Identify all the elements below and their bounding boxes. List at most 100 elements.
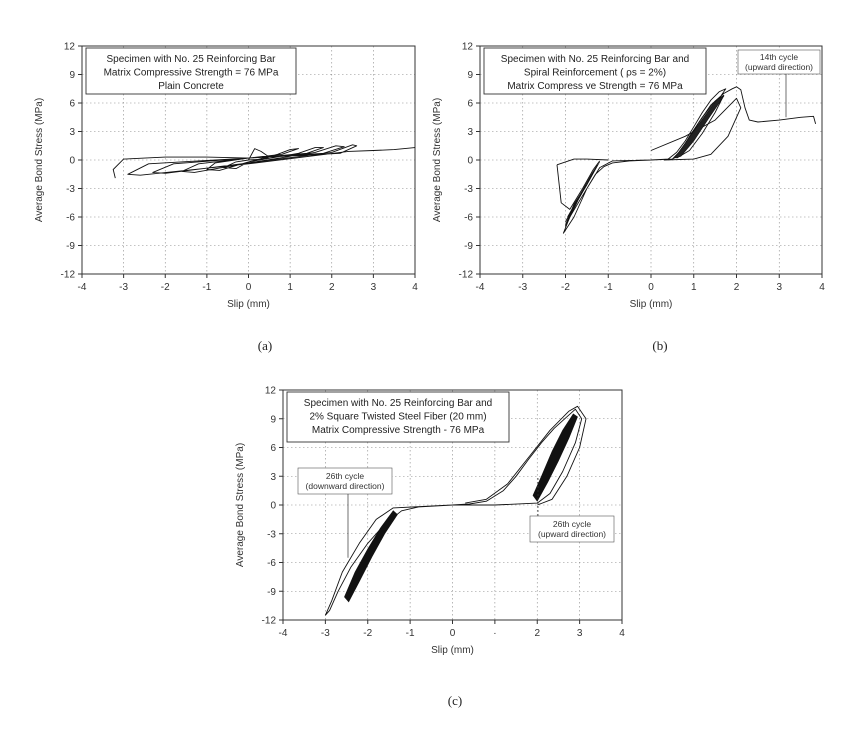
- cycle-band-positive: [532, 413, 578, 502]
- legend-box-line: Spiral Reinforcement ( ρs = 2%): [524, 68, 666, 79]
- legend-box-line: Plain Concrete: [158, 81, 224, 92]
- y-tick-label: -12: [61, 270, 76, 281]
- x-tick-label: -3: [321, 628, 330, 639]
- legend-box-line: Matrix Compress ve Strength = 76 MPa: [507, 81, 683, 92]
- y-tick-label: 3: [69, 127, 75, 138]
- y-tick-label: -12: [459, 270, 474, 281]
- x-tick-label: -4: [279, 628, 288, 639]
- x-tick-label: 3: [776, 282, 782, 293]
- x-tick-label: 2: [734, 282, 740, 293]
- legend-box-line: 2% Square Twisted Steel Fiber (20 mm): [309, 412, 486, 423]
- y-tick-label: 0: [467, 156, 473, 167]
- annotation-box: [297, 467, 393, 495]
- legend-box-line: Specimen with No. 25 Reinforcing Bar and: [304, 398, 492, 409]
- y-tick-label: 9: [69, 70, 75, 81]
- y-axis-label: Average Bond Stress (MPa): [235, 443, 246, 567]
- y-tick-label: 6: [270, 443, 276, 454]
- x-tick-label: 3: [577, 628, 583, 639]
- x-tick-label: -4: [78, 282, 87, 293]
- x-tick-label: -3: [518, 282, 527, 293]
- series-line-1: [562, 86, 817, 234]
- x-tick-label: 2: [534, 628, 540, 639]
- series-line-1: [324, 408, 583, 616]
- annotation-label: 26th cycle: [553, 519, 592, 529]
- series-line-2: [112, 156, 249, 179]
- x-tick-label: 4: [412, 282, 418, 293]
- annotation-label: 26th cycle: [326, 471, 365, 481]
- series-line-2: [465, 405, 587, 506]
- y-tick-label: 9: [467, 70, 473, 81]
- chart-c: -4 -3 -2 -1 0 · 2 3 4 12 9 6 3 0 -3 -6 -9 -12 Slip (mm) Ave…: [235, 386, 625, 709]
- y-tick-label: 12: [64, 42, 76, 53]
- legend-box-line: Matrix Compressive Strength - 76 MPa: [312, 425, 485, 436]
- y-axis-label: Average Bond Stress (MPa): [432, 98, 443, 222]
- y-tick-label: 0: [69, 156, 75, 167]
- series-line-2: [676, 94, 725, 159]
- legend-box: [85, 47, 297, 95]
- y-tick-label: -3: [267, 529, 276, 540]
- y-tick-label: -3: [464, 184, 473, 195]
- x-tick-label: 2: [329, 282, 335, 293]
- x-axis-label: Slip (mm): [227, 299, 270, 310]
- x-tick-label: -1: [202, 282, 211, 293]
- annotation-label: 14th cycle: [760, 52, 799, 62]
- x-tick-label: 1: [287, 282, 293, 293]
- y-tick-label: -12: [262, 616, 277, 627]
- legend-box: [286, 391, 510, 443]
- legend-box-line: Specimen with No. 25 Reinforcing Bar and: [501, 54, 689, 65]
- y-tick-label: 3: [467, 127, 473, 138]
- y-tick-label: 0: [270, 501, 276, 512]
- x-tick-label: -2: [161, 282, 170, 293]
- x-tick-label: -1: [604, 282, 613, 293]
- y-tick-label: -3: [66, 184, 75, 195]
- cycle-band-negative: [344, 510, 398, 603]
- x-axis-label: Slip (mm): [630, 299, 673, 310]
- series-line-6: [556, 158, 609, 166]
- x-tick-label: 0: [246, 282, 252, 293]
- x-tick-label: -2: [363, 628, 372, 639]
- x-tick-label: 0: [450, 628, 456, 639]
- y-tick-label: 6: [69, 99, 75, 110]
- chart-caption: (a): [258, 338, 272, 353]
- y-tick-label: -9: [66, 241, 75, 252]
- y-tick-label: -9: [267, 587, 276, 598]
- annotation-box: [529, 515, 615, 543]
- legend-box-line: Matrix Compressive Strength = 76 MPa: [104, 68, 279, 79]
- series-line-1: [127, 144, 416, 176]
- y-tick-label: 6: [467, 99, 473, 110]
- x-tick-label: 4: [819, 282, 825, 293]
- x-tick-label: 3: [371, 282, 377, 293]
- chart-caption: (c): [448, 693, 462, 708]
- legend-box-line: Specimen with No. 25 Reinforcing Bar: [107, 54, 277, 65]
- y-axis-label: Average Bond Stress (MPa): [34, 98, 45, 222]
- y-tick-label: 12: [462, 42, 474, 53]
- y-tick-label: -6: [267, 558, 276, 569]
- x-tick-label: 1: [691, 282, 697, 293]
- x-tick-label: -1: [406, 628, 415, 639]
- y-tick-label: 9: [270, 414, 276, 425]
- x-axis-label: Slip (mm): [431, 645, 474, 656]
- y-tick-label: -9: [464, 241, 473, 252]
- chart-caption: (b): [652, 338, 667, 353]
- x-tick-label: -3: [119, 282, 128, 293]
- x-tick-label: -2: [561, 282, 570, 293]
- x-tick-label: 0: [648, 282, 654, 293]
- annotation-label: (upward direction): [538, 529, 606, 539]
- series-line-4: [556, 160, 601, 210]
- y-tick-label: 12: [265, 386, 277, 397]
- y-tick-label: -6: [66, 213, 75, 224]
- annotation-label: (downward direction): [306, 481, 385, 491]
- y-tick-label: 3: [270, 472, 276, 483]
- cycle-band-negative: [565, 161, 600, 227]
- annotation-box: [737, 49, 821, 75]
- legend-box: [483, 47, 707, 95]
- x-tick-label: ·: [493, 628, 496, 639]
- x-tick-label: 4: [619, 628, 625, 639]
- x-tick-label: -4: [476, 282, 485, 293]
- cycle-band-positive: [673, 95, 725, 159]
- y-tick-label: -6: [464, 213, 473, 224]
